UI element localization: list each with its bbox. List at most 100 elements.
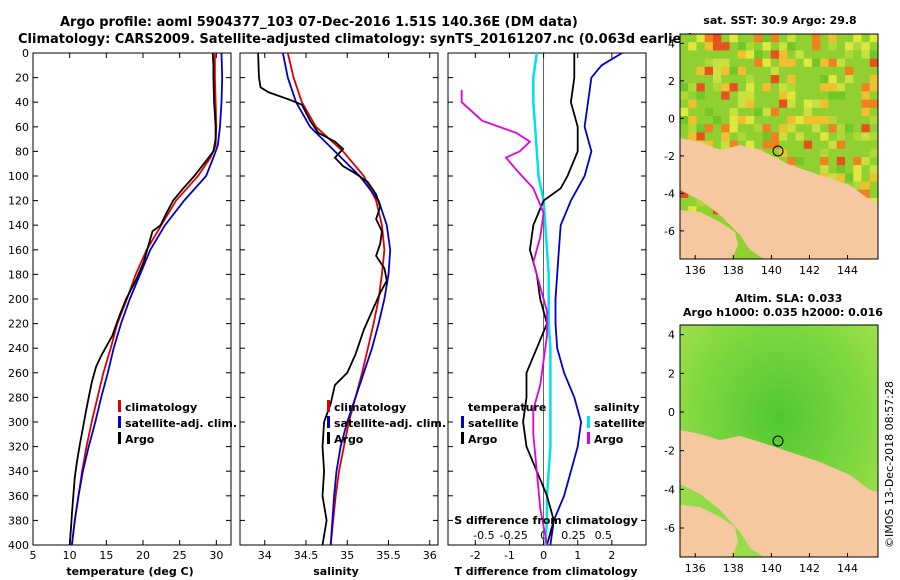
y-tick-label: 140 — [8, 219, 29, 232]
sst-pixel — [779, 50, 788, 59]
map-y-tick-label: -2 — [664, 150, 675, 163]
sst-pixel — [869, 116, 878, 125]
sst-pixel — [779, 124, 788, 133]
sst-pixel — [746, 83, 755, 92]
argo-location-marker — [772, 435, 784, 447]
map-y-tick-label: -2 — [664, 445, 675, 458]
legend-label-argo-temp: Argo — [468, 433, 498, 446]
sst-pixel — [737, 42, 746, 51]
sst-pixel — [828, 58, 837, 67]
sst-pixel — [836, 173, 845, 182]
sst-pixel — [820, 148, 829, 157]
sst-pixel — [729, 116, 738, 125]
sst-pixel — [770, 66, 779, 75]
sst-pixel — [754, 124, 763, 133]
sla-map-land-newguinea — [680, 430, 878, 557]
sst-pixel — [688, 42, 697, 51]
sst-pixel — [680, 83, 689, 92]
sst-pixel — [729, 34, 738, 43]
sst-pixel — [836, 83, 845, 92]
sst-pixel — [696, 83, 705, 92]
map-y-tick-label: 4 — [668, 329, 675, 342]
figure-title-line2: Climatology: CARS2009. Satellite-adjuste… — [18, 32, 694, 47]
legend-label-satellite-temp: satellite — [468, 417, 519, 430]
legend-swatch-climatology — [118, 400, 121, 412]
sst-pixel — [861, 99, 870, 108]
sla-map-title-line1: Altim. SLA: 0.033 — [735, 292, 842, 305]
sst-pixel — [820, 99, 829, 108]
sst-pixel — [746, 50, 755, 59]
sst-pixel — [787, 99, 796, 108]
sst-pixel — [812, 116, 821, 125]
sst-pixel — [861, 124, 870, 133]
sst-pixel — [704, 124, 713, 133]
legend-label-argo: Argo — [334, 433, 364, 446]
legend-swatch-climatology — [327, 400, 330, 412]
x-axis-label-temperature: temperature (deg C) — [66, 565, 193, 578]
map-x-tick-label: 140 — [761, 562, 782, 575]
sst-map-title: sat. SST: 30.9 Argo: 29.8 — [703, 14, 856, 27]
sst-pixel — [688, 83, 697, 92]
sst-pixel — [696, 91, 705, 100]
sst-pixel — [812, 99, 821, 108]
legend-label-climatology: climatology — [125, 401, 197, 414]
sst-pixel — [762, 83, 771, 92]
sst-pixel — [680, 91, 689, 100]
sst-pixel — [803, 140, 812, 149]
map-x-tick-label: 136 — [685, 562, 706, 575]
sst-pixel — [787, 116, 796, 125]
sst-pixel — [836, 165, 845, 174]
sst-pixel — [696, 132, 705, 141]
imos-credit: ©IMOS 13-Dec-2018 08:57:28 — [883, 381, 896, 548]
sst-pixel — [787, 75, 796, 84]
sst-pixel — [803, 99, 812, 108]
y-tick-label: 280 — [8, 391, 29, 404]
sst-pixel — [696, 34, 705, 43]
sst-pixel — [729, 107, 738, 116]
sst-pixel — [746, 75, 755, 84]
sst-pixel — [828, 124, 837, 133]
sla-map-title-line2: Argo h1000: 0.035 h2000: 0.016 — [683, 306, 883, 319]
map-x-tick-label: 142 — [799, 264, 820, 277]
map-y-tick-label: -4 — [664, 187, 675, 200]
sst-pixel — [762, 107, 771, 116]
sla-map-land-island — [680, 505, 738, 557]
sst-pixel — [762, 124, 771, 133]
sst-pixel — [779, 58, 788, 67]
sst-pixel — [770, 50, 779, 59]
sst-pixel — [762, 34, 771, 43]
salinity-profile-panel: 34 34.5 35 35.5 36 — [239, 52, 439, 562]
x2-axis-label-sdiff: S difference from climatology — [454, 514, 638, 527]
sst-pixel — [795, 132, 804, 141]
sst-pixel — [737, 99, 746, 108]
sst-pixel — [779, 132, 788, 141]
argo-location-marker — [772, 145, 784, 157]
sst-pixel — [869, 148, 878, 157]
sst-pixel — [861, 181, 870, 190]
sst-pixel — [828, 75, 837, 84]
sst-pixel — [845, 50, 854, 59]
legend-swatch-satellite-temp — [461, 416, 464, 428]
series-line-argo-t — [522, 53, 579, 546]
sst-pixel — [828, 173, 837, 182]
plot-frame — [447, 52, 647, 546]
sst-pixel — [869, 34, 878, 43]
sst-pixel — [795, 157, 804, 166]
sst-pixel — [754, 58, 763, 67]
sst-pixel — [795, 116, 804, 125]
sst-pixel — [729, 140, 738, 149]
sst-pixel — [803, 107, 812, 116]
sst-pixel — [820, 132, 829, 141]
x-tick-label: -2 — [470, 549, 481, 562]
sst-pixel — [820, 165, 829, 174]
sst-pixel — [729, 83, 738, 92]
sst-pixel — [845, 124, 854, 133]
y-tick-label: 20 — [15, 72, 29, 85]
sst-pixel — [696, 66, 705, 75]
map-x-tick-label: 136 — [685, 264, 706, 277]
sst-pixel — [746, 91, 755, 100]
temperature-legend: climatology satellite-adj. clim. Argo — [118, 400, 237, 446]
y-tick-label: 100 — [8, 170, 29, 183]
sst-pixel — [721, 140, 730, 149]
x-tick-label: 34.5 — [294, 549, 319, 562]
